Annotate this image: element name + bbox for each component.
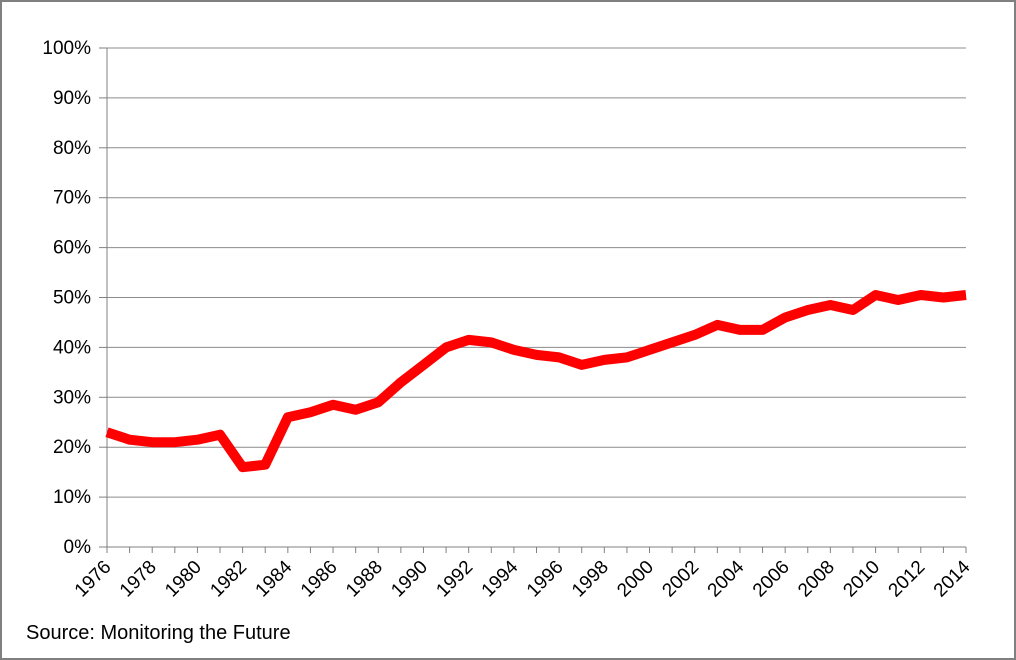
y-tick-label: 90% xyxy=(53,88,91,109)
y-tick-label: 60% xyxy=(53,238,91,259)
x-tick-label: 1982 xyxy=(206,557,251,602)
gridlines xyxy=(107,47,966,498)
x-tick-label: 1978 xyxy=(116,557,161,602)
y-tick-label: 80% xyxy=(53,138,91,159)
y-tick-label: 0% xyxy=(64,537,92,558)
x-tick-label: 1994 xyxy=(478,556,523,601)
x-tick-label: 1990 xyxy=(387,557,432,602)
x-tick-label: 1980 xyxy=(161,557,206,602)
x-tick-label: 2004 xyxy=(704,556,749,601)
x-tick-label: 2006 xyxy=(749,557,794,602)
x-tick-label: 2014 xyxy=(930,556,975,601)
x-tick-label: 2002 xyxy=(658,557,703,602)
x-tick-label: 1984 xyxy=(252,556,297,601)
x-tick-label: 1998 xyxy=(568,557,613,602)
x-tick-label: 1986 xyxy=(297,557,342,602)
x-tick-label: 1992 xyxy=(432,557,477,602)
x-tick-label: 2008 xyxy=(794,557,839,602)
y-tick-label: 30% xyxy=(53,387,91,408)
axes xyxy=(106,48,966,553)
y-tick-label: 10% xyxy=(53,487,91,508)
x-tick-label: 1996 xyxy=(523,557,568,602)
x-tick-label: 1988 xyxy=(342,557,387,602)
y-tick-label: 50% xyxy=(53,288,91,309)
x-axis-labels: 1976 1978 1980 1982 1984 1986 1988 1990 1992 1994… xyxy=(71,556,975,601)
series-line xyxy=(105,290,967,473)
x-axis-ticks xyxy=(106,547,967,553)
x-tick-label: 2012 xyxy=(885,557,930,602)
x-tick-label: 2010 xyxy=(839,557,884,602)
y-axis-labels: 0% 10% 20% 30% 40% 50% 60% 70% 80% 90% 100% xyxy=(42,38,91,558)
x-tick-label: 1976 xyxy=(71,557,116,602)
y-tick-label: 40% xyxy=(53,337,91,358)
data-series xyxy=(105,290,967,473)
y-tick-label: 100% xyxy=(42,38,91,59)
y-tick-label: 70% xyxy=(53,188,91,209)
y-tick-label: 20% xyxy=(53,437,91,458)
y-axis-ticks xyxy=(99,47,107,548)
source-note: Source: Monitoring the Future xyxy=(26,622,291,644)
x-tick-label: 2000 xyxy=(613,557,658,602)
